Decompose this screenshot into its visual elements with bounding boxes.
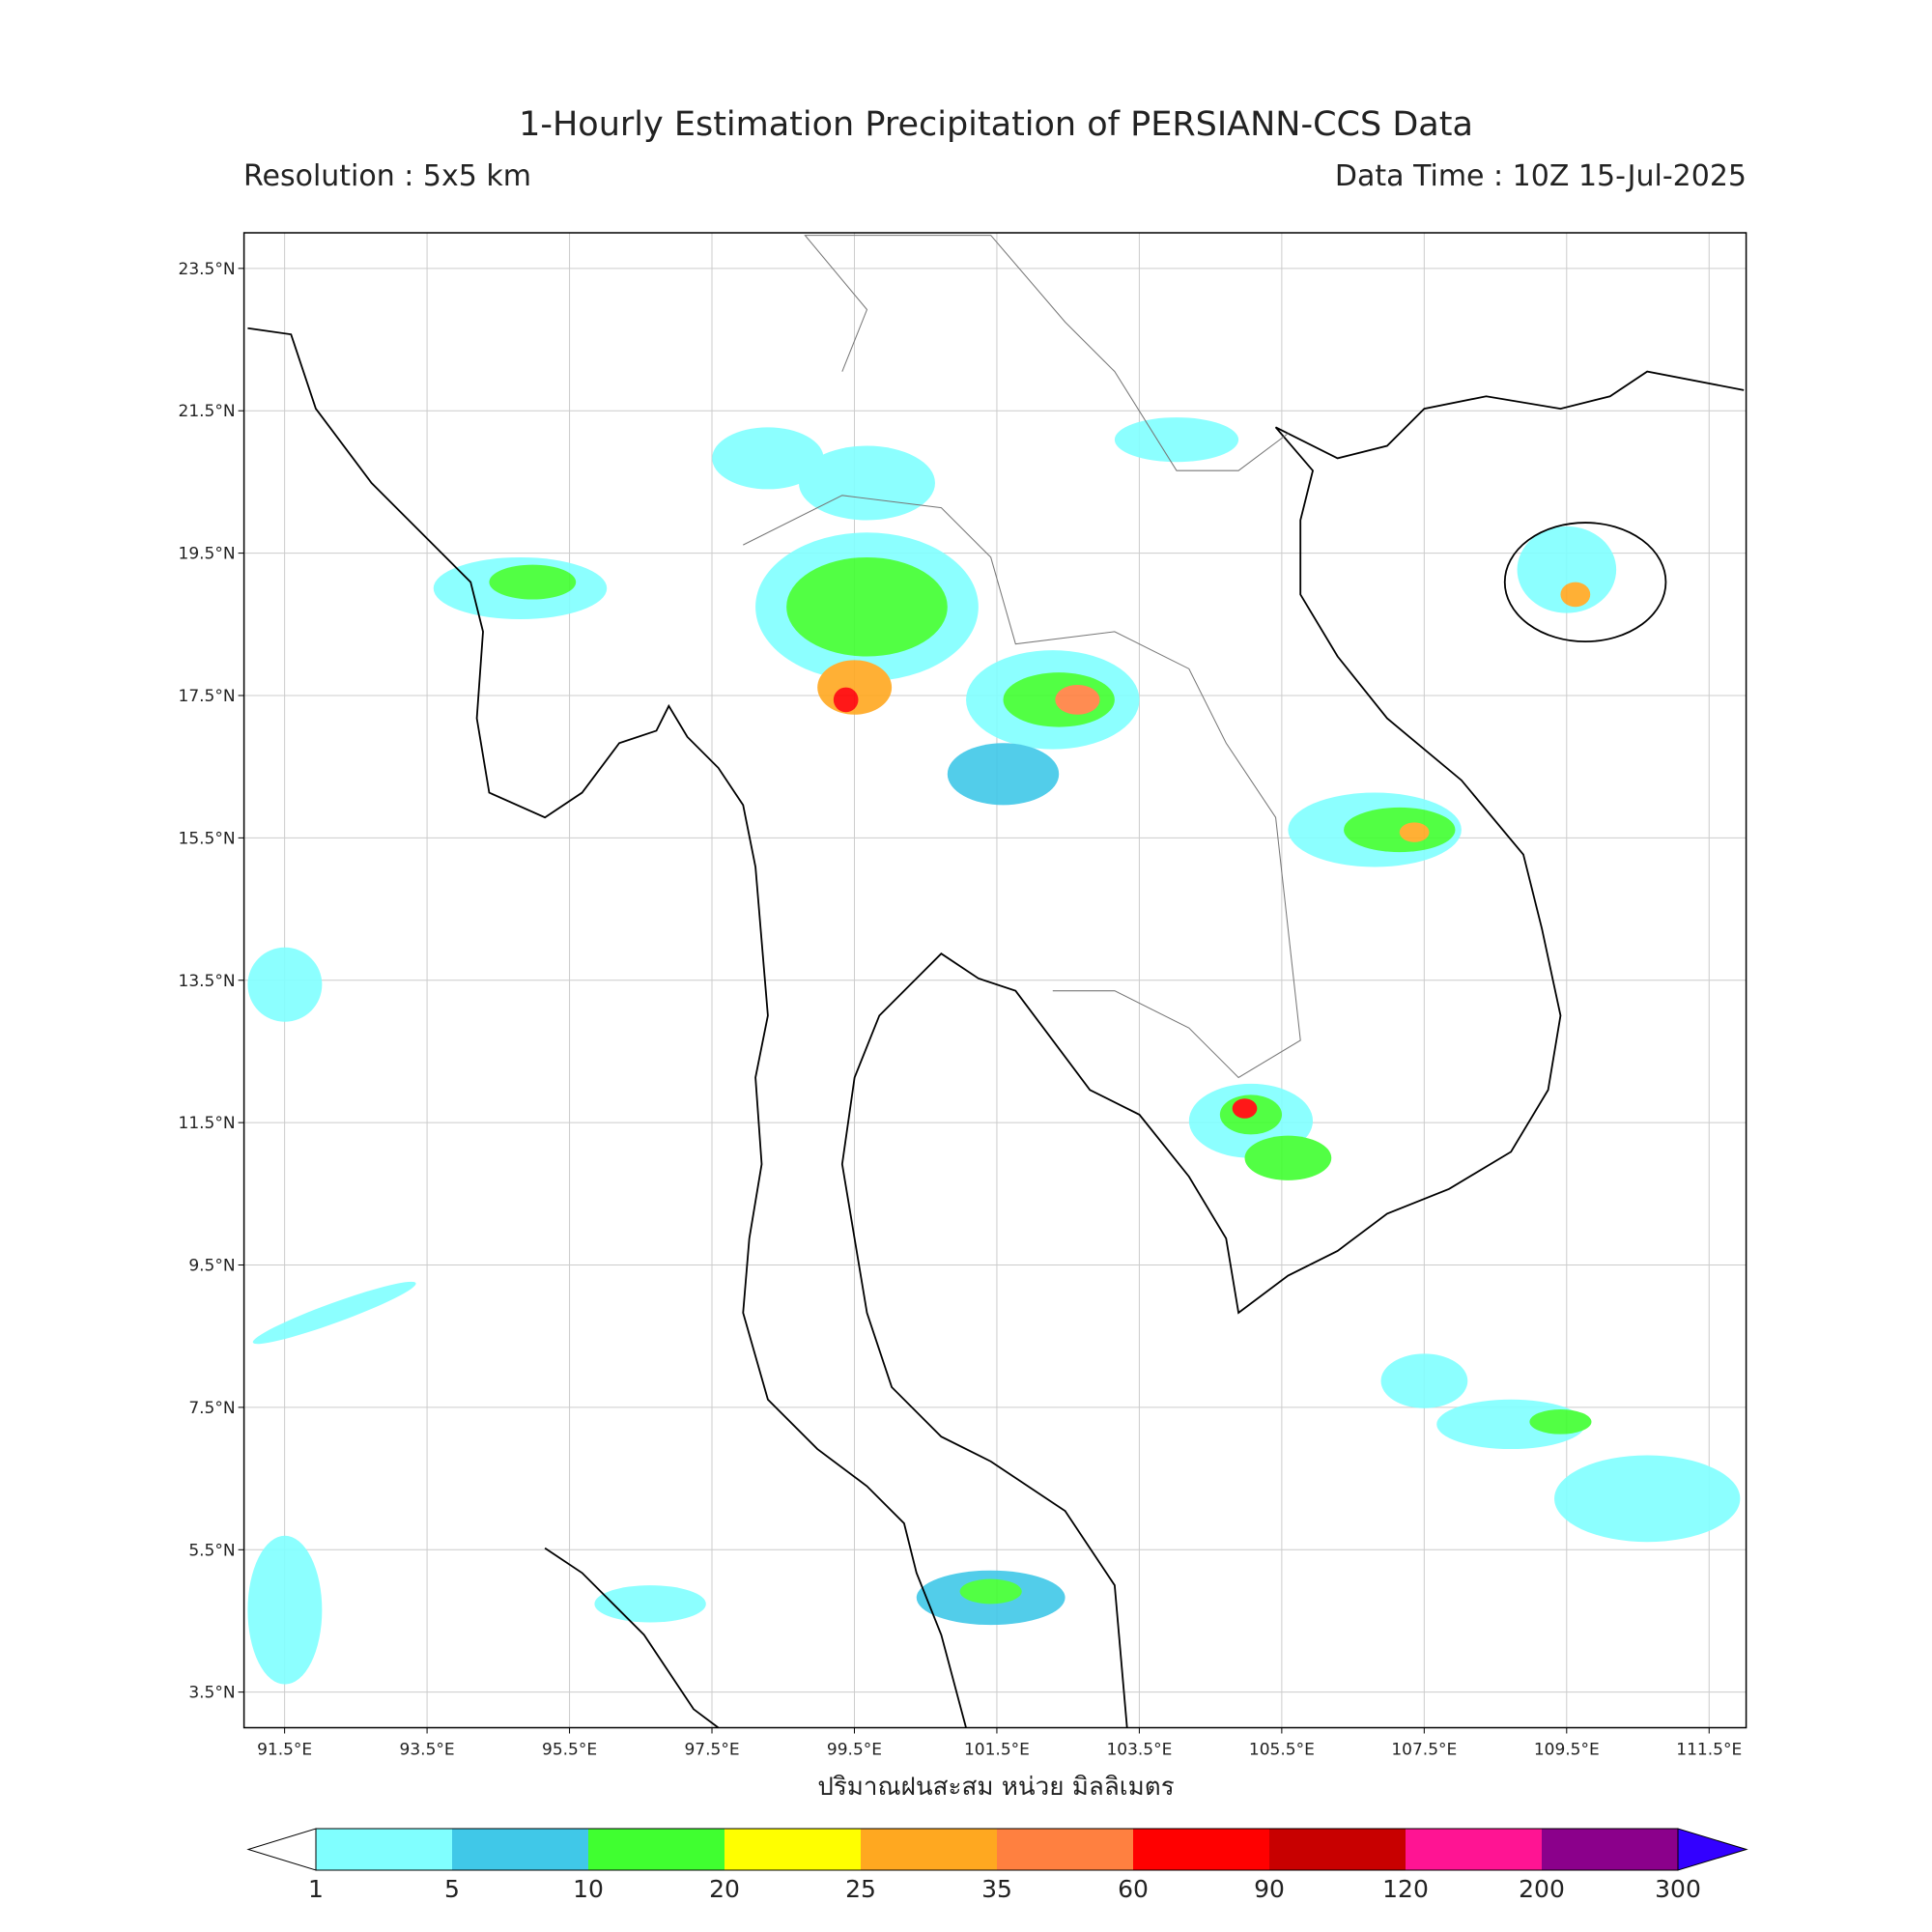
colorbar-outline (315, 1828, 1679, 1871)
lon-tick-label: 91.5°E (257, 1741, 312, 1760)
rain-area (489, 564, 577, 600)
coastline (544, 1547, 720, 1729)
island (1503, 522, 1667, 643)
rain-area (1560, 582, 1591, 608)
resolution: Resolution : 5x5 km (243, 159, 531, 193)
lon-tick-label: 99.5°E (827, 1741, 882, 1760)
lon-tick-label: 109.5°E (1534, 1741, 1600, 1760)
rain-areas (247, 417, 1741, 1685)
lon-tick-label: 111.5°E (1676, 1741, 1742, 1760)
rain-area (833, 687, 859, 713)
colorbar-label: 20 (709, 1875, 740, 1903)
rain-area (1232, 1098, 1258, 1119)
rain-area (786, 556, 948, 657)
lat-tick-label: 13.5°N (179, 972, 236, 991)
colorbar-box (1269, 1829, 1406, 1870)
colorbar-box (997, 1829, 1133, 1870)
rain-area (712, 427, 824, 490)
x-axis-label: ปริมาณฝนสะสม หน่วย มิลลิเมตร (817, 1773, 1174, 1802)
lon-tick-label: 97.5°E (684, 1741, 739, 1760)
colorbar-label: 1 (308, 1875, 324, 1903)
lat-tick-label: 3.5°N (188, 1684, 235, 1703)
lat-tick-label: 23.5°N (179, 260, 236, 279)
rain-area (1399, 822, 1430, 842)
lon-tick-label: 95.5°E (542, 1741, 597, 1760)
lon-tick-label: 103.5°E (1106, 1741, 1172, 1760)
colorbar-label: 200 (1519, 1875, 1565, 1903)
colorbar-box (1406, 1829, 1542, 1870)
colorbar-label: 60 (1118, 1875, 1149, 1903)
rain-area (947, 743, 1060, 806)
border (804, 235, 1289, 471)
colorbar-box (724, 1829, 861, 1870)
rain-area (1380, 1353, 1468, 1408)
colorbar-box (588, 1829, 724, 1870)
title: 1-Hourly Estimation Precipitation of PER… (519, 105, 1473, 144)
lat-tick-label: 9.5°N (188, 1257, 235, 1276)
colorbar-under (246, 1828, 317, 1871)
lat-tick-label: 17.5°N (179, 687, 236, 706)
rain-area (1114, 417, 1239, 463)
lat-tick-label: 5.5°N (188, 1541, 235, 1560)
rain-area (1554, 1455, 1741, 1543)
map-layer (247, 235, 1745, 1729)
rain-area (959, 1578, 1022, 1605)
colorbar-over (1677, 1828, 1748, 1871)
grid (238, 233, 1747, 1734)
rain-area (798, 445, 935, 521)
coastline (247, 327, 967, 1728)
lon-tick-label: 101.5°E (964, 1741, 1030, 1760)
colorbar-box (316, 1829, 452, 1870)
border (743, 495, 1301, 1079)
colorbar-box (861, 1829, 997, 1870)
colorbar-label: 90 (1254, 1875, 1285, 1903)
colorbar: 1 5 10 20 25 35 60 90 120 200 300 (246, 1828, 1748, 1903)
colorbar-box (452, 1829, 588, 1870)
colorbar-label: 5 (444, 1875, 460, 1903)
lat-tick-label: 21.5°N (179, 402, 236, 421)
lon-tick-label: 105.5°E (1249, 1741, 1315, 1760)
rain-area (1529, 1409, 1592, 1435)
data-time: Data Time : 10Z 15-Jul-2025 (1335, 159, 1747, 193)
rain-area (247, 947, 323, 1022)
rain-area (252, 1281, 416, 1345)
colorbar-label: 10 (573, 1875, 604, 1903)
rain-area (1244, 1135, 1332, 1180)
colorbar-label: 25 (845, 1875, 876, 1903)
coastline (840, 370, 1745, 1728)
colorbar-box (1542, 1829, 1678, 1870)
lat-tick-label: 7.5°N (188, 1399, 235, 1418)
rain-area (594, 1585, 706, 1623)
lat-tick-label: 15.5°N (179, 829, 236, 848)
rain-area (1344, 807, 1456, 853)
rain-area (247, 1535, 323, 1685)
colorbar-label: 120 (1382, 1875, 1429, 1903)
lat-tick-label: 19.5°N (179, 545, 236, 564)
map-frame (242, 232, 1747, 1729)
lat-tick-label: 11.5°N (179, 1114, 236, 1133)
colorbar-label: 300 (1655, 1875, 1701, 1903)
colorbar-label: 35 (981, 1875, 1012, 1903)
rain-area (1517, 526, 1617, 613)
lon-tick-label: 107.5°E (1391, 1741, 1457, 1760)
colorbar-box (1133, 1829, 1269, 1870)
lon-tick-label: 93.5°E (400, 1741, 455, 1760)
rain-area (1055, 685, 1100, 715)
